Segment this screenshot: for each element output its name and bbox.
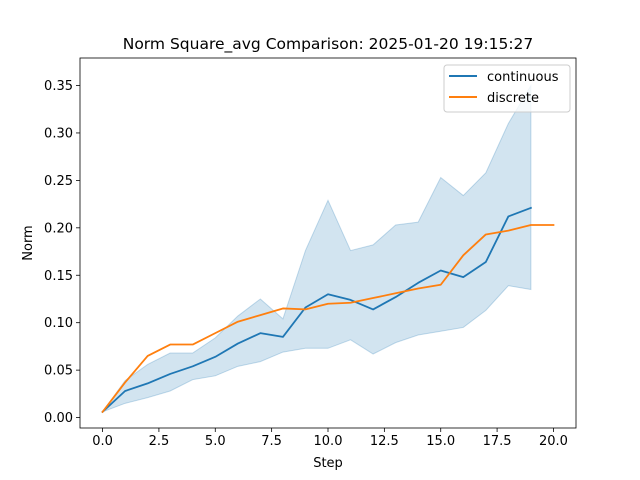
x-tick-label: 15.0 <box>426 434 455 449</box>
y-axis: 0.00 0.05 0.10 0.15 0.20 0.25 0.30 0.35 <box>44 79 80 426</box>
x-axis: 0.0 2.5 5.0 7.5 10.0 12.5 15.0 17.5 20.0 <box>92 428 568 449</box>
y-tick-label: 0.10 <box>44 316 73 331</box>
y-tick-label: 0.15 <box>44 269 73 284</box>
x-axis-label: Step <box>313 456 343 471</box>
x-tick-label: 0.0 <box>92 434 113 449</box>
x-tick-label: 7.5 <box>261 434 282 449</box>
y-tick-label: 0.35 <box>44 79 73 94</box>
x-tick-label: 10.0 <box>314 434 343 449</box>
band-layer <box>101 83 532 413</box>
y-axis-label: Norm <box>21 225 36 260</box>
series-line-discrete <box>101 224 555 414</box>
y-tick-label: 0.30 <box>44 126 73 141</box>
x-tick-label: 20.0 <box>539 434 568 449</box>
confidence-band-continuous <box>101 83 532 413</box>
y-tick-label: 0.00 <box>44 411 73 426</box>
chart-title: Norm Square_avg Comparison: 2025-01-20 1… <box>123 35 534 54</box>
x-tick-label: 5.0 <box>205 434 226 449</box>
legend-label-continuous: continuous <box>487 70 559 85</box>
y-tick-label: 0.25 <box>44 174 73 189</box>
x-tick-label: 2.5 <box>149 434 170 449</box>
y-tick-label: 0.05 <box>44 364 73 379</box>
series-line-continuous <box>101 206 533 414</box>
legend-label-discrete: discrete <box>487 91 539 106</box>
x-tick-label: 17.5 <box>483 434 512 449</box>
legend: continuous discrete <box>443 64 571 113</box>
x-tick-label: 12.5 <box>370 434 399 449</box>
series-layer <box>101 206 555 414</box>
y-tick-label: 0.20 <box>44 221 73 236</box>
